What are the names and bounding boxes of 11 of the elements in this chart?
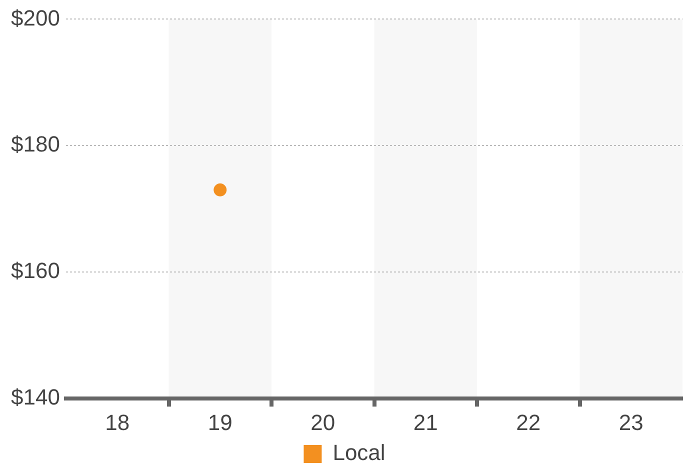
legend-label: Local: [332, 440, 386, 466]
x-tick-label: 22: [516, 410, 541, 435]
y-tick-label: $160: [11, 258, 60, 284]
x-tick-label: 18: [105, 410, 130, 435]
y-tick-label: $200: [11, 5, 60, 30]
x-tick-label: 19: [208, 410, 232, 435]
x-tick-label: 23: [618, 410, 644, 435]
y-tick-label: $140: [11, 384, 60, 410]
y-tick-label: $180: [11, 132, 60, 157]
x-tick-label: 21: [413, 410, 438, 435]
x-tick-label: 20: [310, 410, 336, 435]
